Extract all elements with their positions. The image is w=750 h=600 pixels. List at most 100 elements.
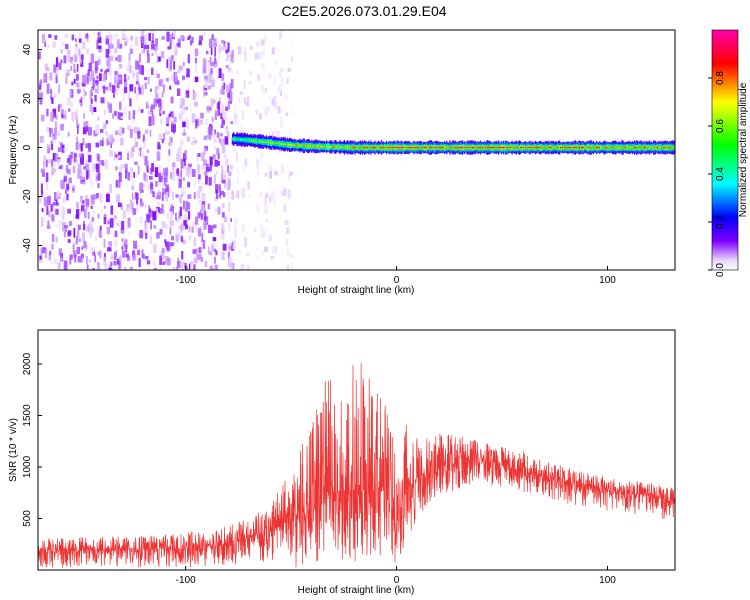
heatmap-track-cell <box>298 144 300 147</box>
heatmap-noise-cell <box>115 250 117 257</box>
heatmap-noise-cell <box>125 170 128 179</box>
heatmap-noise-cell <box>104 109 106 116</box>
heatmap-track-cell <box>594 146 597 149</box>
heatmap-noise-cell <box>108 267 113 270</box>
heatmap-noise-cell <box>103 214 107 221</box>
heatmap-noise-cell <box>202 58 207 69</box>
x-tick-label: 0 <box>394 575 400 586</box>
heatmap-noise-cell <box>176 172 181 180</box>
heatmap-noise-cell <box>122 210 127 219</box>
heatmap-noise-cell <box>233 114 238 124</box>
heatmap-noise-cell <box>243 47 246 56</box>
heatmap-noise-cell <box>53 64 57 73</box>
heatmap-track-cell <box>671 146 674 149</box>
heatmap-noise-cell <box>171 120 175 125</box>
heatmap-noise-cell <box>182 106 186 114</box>
heatmap-noise-cell <box>229 256 231 260</box>
heatmap-noise-cell <box>137 249 140 256</box>
heatmap-noise-cell <box>158 98 162 108</box>
heatmap-noise-cell <box>199 209 202 216</box>
heatmap-noise-cell <box>283 204 287 212</box>
heatmap-track-cell <box>536 146 539 149</box>
y-tick-label: 20 <box>22 93 33 105</box>
heatmap-noise-cell <box>51 160 54 166</box>
heatmap-track-cell <box>504 146 506 149</box>
heatmap-noise-cell <box>89 89 93 99</box>
heatmap-noise-cell <box>94 61 99 71</box>
heatmap-noise-cell <box>112 35 116 41</box>
heatmap-track-cell <box>419 146 422 149</box>
heatmap-track-cell <box>576 146 579 149</box>
heatmap-noise-cell <box>118 179 121 188</box>
heatmap-noise-cell <box>291 56 294 62</box>
heatmap-noise-cell <box>82 88 86 97</box>
heatmap-noise-cell <box>54 35 58 40</box>
heatmap-track-cell <box>526 146 528 149</box>
heatmap-track-cell <box>645 146 647 149</box>
heatmap-noise-cell <box>220 112 223 119</box>
heatmap-noise-cell <box>166 213 170 219</box>
heatmap-track-cell <box>664 146 666 149</box>
heatmap-noise-cell <box>222 171 226 180</box>
heatmap-noise-cell <box>220 223 225 232</box>
heatmap-noise-cell <box>94 79 99 84</box>
heatmap-track-cell <box>306 145 309 147</box>
heatmap-track-cell <box>498 146 501 149</box>
heatmap-noise-cell <box>60 59 63 63</box>
heatmap-noise-cell <box>127 153 129 161</box>
heatmap-noise-cell <box>106 56 111 67</box>
heatmap-track-cell <box>458 146 461 149</box>
heatmap-noise-cell <box>146 101 149 109</box>
heatmap-noise-cell <box>214 256 216 264</box>
heatmap-noise-cell <box>86 206 89 211</box>
heatmap-noise-cell <box>143 253 145 259</box>
heatmap-noise-cell <box>152 260 156 266</box>
heatmap-noise-cell <box>63 179 65 190</box>
heatmap-noise-cell <box>60 257 63 261</box>
heatmap-track-cell <box>591 146 593 149</box>
heatmap-noise-cell <box>256 159 259 169</box>
heatmap-track-cell <box>520 146 522 149</box>
heatmap-track-cell <box>431 147 433 149</box>
heatmap-track-cell <box>610 146 612 149</box>
heatmap-noise-cell <box>97 213 100 219</box>
heatmap-noise-cell <box>90 205 93 209</box>
x-tick-label: 0 <box>394 275 400 286</box>
heatmap-noise-cell <box>198 40 202 46</box>
heatmap-noise-cell <box>240 125 245 132</box>
heatmap-track-cell <box>457 146 459 149</box>
heatmap-noise-cell <box>88 155 92 163</box>
heatmap-noise-cell <box>243 97 246 104</box>
heatmap-track-cell <box>648 146 650 149</box>
heatmap-noise-cell <box>248 81 252 85</box>
heatmap-track-cell <box>348 146 350 149</box>
heatmap-noise-cell <box>98 45 102 53</box>
heatmap-noise-cell <box>137 106 140 112</box>
heatmap-noise-cell <box>80 154 84 165</box>
heatmap-noise-cell <box>117 55 122 62</box>
heatmap-track-cell <box>540 146 542 149</box>
heatmap-noise-cell <box>268 234 273 242</box>
heatmap-noise-cell <box>139 198 142 203</box>
heatmap-track-cell <box>379 146 381 149</box>
heatmap-noise-cell <box>188 171 193 179</box>
heatmap-noise-cell <box>167 231 170 241</box>
heatmap-noise-cell <box>172 30 176 38</box>
heatmap-noise-cell <box>155 45 157 55</box>
heatmap-noise-cell <box>63 55 67 64</box>
heatmap-noise-cell <box>178 211 181 218</box>
heatmap-track-cell <box>276 142 278 144</box>
heatmap-track-cell <box>599 146 601 149</box>
heatmap-track-cell <box>517 146 520 149</box>
heatmap-noise-cell <box>228 201 231 207</box>
heatmap-noise-cell <box>207 65 210 75</box>
heatmap-noise-cell <box>60 123 64 131</box>
heatmap-noise-cell <box>40 247 43 256</box>
heatmap-track-cell <box>468 146 470 149</box>
heatmap-noise-cell <box>279 116 283 125</box>
heatmap-track-cell <box>619 146 621 149</box>
heatmap-noise-cell <box>161 138 164 144</box>
heatmap-noise-cell <box>183 162 187 169</box>
heatmap-noise-cell <box>197 179 201 184</box>
